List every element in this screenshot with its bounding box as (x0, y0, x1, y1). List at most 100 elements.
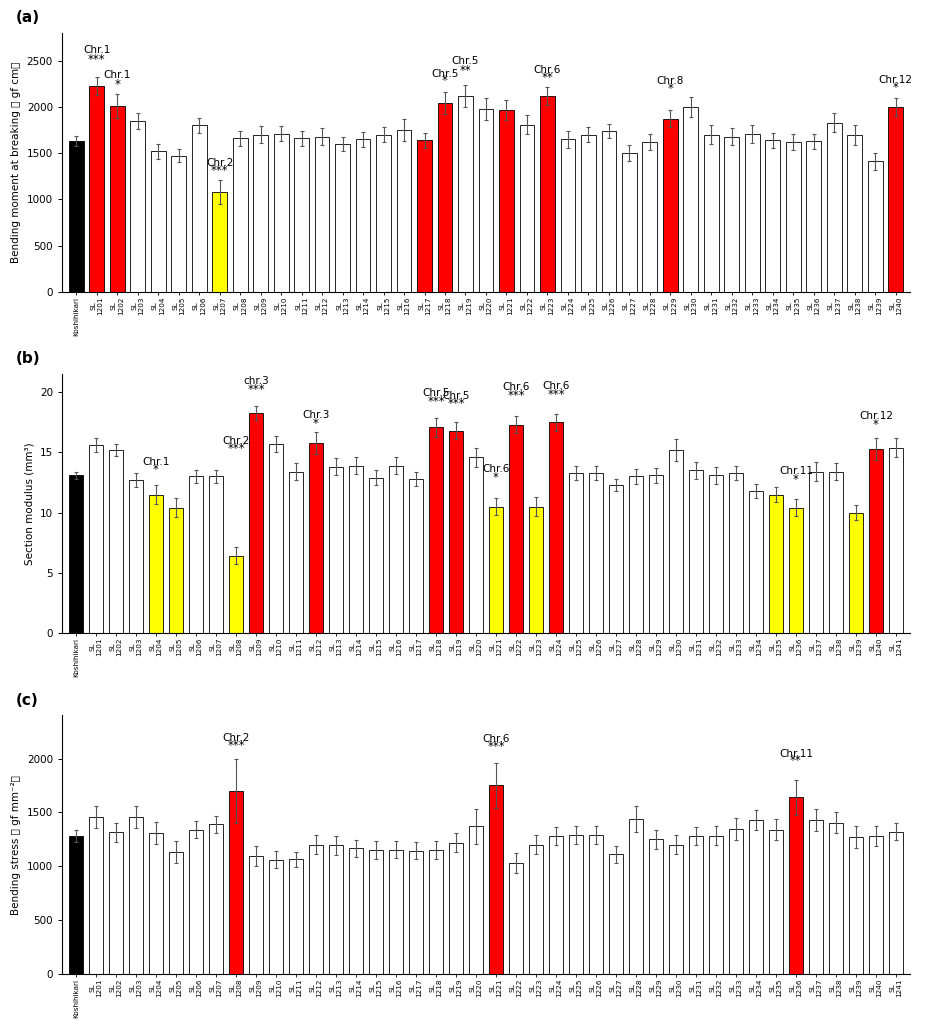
Bar (749, 491, 763, 633)
Text: (b): (b) (16, 352, 40, 366)
Bar (438, 103, 453, 292)
Bar (689, 837, 703, 974)
Bar (489, 506, 503, 633)
Text: *: * (442, 74, 448, 87)
Y-axis label: Bending stress （ gf mm⁻²）: Bending stress （ gf mm⁻²） (11, 775, 21, 915)
Bar (329, 845, 344, 974)
Bar (249, 856, 263, 974)
Text: ***: *** (427, 395, 444, 407)
Bar (829, 471, 844, 633)
Y-axis label: Bending moment at breaking （ gf cm）: Bending moment at breaking （ gf cm） (11, 62, 21, 263)
Bar (458, 96, 473, 292)
Bar (429, 850, 444, 974)
Text: ***: *** (547, 388, 565, 400)
Bar (349, 849, 363, 974)
Bar (189, 476, 203, 633)
Bar (131, 120, 145, 292)
Bar (789, 507, 803, 633)
Bar (289, 859, 303, 974)
Text: *: * (668, 82, 673, 95)
Text: Chr.5: Chr.5 (422, 388, 450, 398)
Text: Chr.5: Chr.5 (443, 391, 469, 400)
Bar (349, 466, 363, 633)
Bar (766, 140, 780, 292)
Bar (669, 450, 683, 633)
Bar (149, 495, 163, 633)
Bar (807, 141, 821, 292)
Bar (208, 476, 223, 633)
Bar (129, 817, 144, 974)
Bar (396, 130, 411, 292)
Bar (269, 860, 283, 974)
Text: *: * (493, 470, 499, 484)
Bar (329, 467, 344, 633)
Bar (888, 107, 903, 292)
Text: Chr.11: Chr.11 (779, 466, 813, 476)
Bar (869, 837, 883, 974)
Bar (149, 832, 163, 974)
Text: Chr.1: Chr.1 (143, 457, 169, 467)
Bar (254, 135, 268, 292)
Text: chr.3: chr.3 (244, 377, 269, 386)
Text: Chr.6: Chr.6 (543, 381, 569, 391)
Bar (643, 142, 657, 292)
Text: Chr.11: Chr.11 (779, 748, 813, 758)
Bar (808, 820, 823, 974)
Bar (389, 466, 403, 633)
Bar (169, 507, 183, 633)
Bar (110, 106, 125, 292)
Bar (663, 118, 678, 292)
Bar (608, 854, 623, 974)
Bar (417, 140, 432, 292)
Text: Chr.1: Chr.1 (104, 70, 131, 80)
Text: Chr.5: Chr.5 (452, 57, 479, 66)
Bar (602, 131, 617, 292)
Bar (232, 139, 247, 292)
Text: **: ** (790, 754, 802, 768)
Bar (889, 831, 903, 974)
Text: Chr.2: Chr.2 (222, 734, 250, 743)
Bar (108, 832, 123, 974)
Bar (308, 845, 323, 974)
Text: Chr.12: Chr.12 (879, 75, 913, 84)
Bar (469, 826, 483, 974)
Text: Chr.5: Chr.5 (432, 69, 458, 79)
Bar (769, 829, 783, 974)
Bar (356, 139, 370, 292)
Bar (479, 109, 494, 292)
Bar (289, 471, 303, 633)
Bar (389, 850, 403, 974)
Bar (408, 478, 423, 633)
Bar (560, 139, 575, 292)
Bar (229, 791, 244, 974)
Bar (308, 442, 323, 633)
Bar (508, 425, 523, 633)
Bar (229, 556, 244, 633)
Bar (708, 475, 723, 633)
Text: Chr.6: Chr.6 (482, 735, 509, 745)
Bar (724, 137, 739, 292)
Bar (569, 835, 583, 974)
Y-axis label: Section modulus (mm³): Section modulus (mm³) (24, 442, 34, 565)
Bar (69, 475, 83, 633)
Bar (519, 125, 534, 292)
Bar (429, 427, 444, 633)
Bar (708, 836, 723, 974)
Bar (69, 141, 83, 292)
Bar (889, 448, 903, 633)
Bar (129, 481, 144, 633)
Text: *: * (313, 417, 319, 429)
Bar (868, 162, 882, 292)
Bar (745, 134, 759, 292)
Bar (189, 829, 203, 974)
Text: Chr.1: Chr.1 (83, 45, 110, 56)
Text: ***: *** (447, 397, 465, 411)
Text: ***: *** (247, 383, 265, 396)
Bar (669, 845, 683, 974)
Text: ***: *** (227, 441, 244, 455)
Bar (449, 843, 463, 974)
Bar (869, 449, 883, 633)
Text: Chr.12: Chr.12 (859, 412, 893, 421)
Bar (249, 413, 263, 633)
Bar (849, 512, 863, 633)
